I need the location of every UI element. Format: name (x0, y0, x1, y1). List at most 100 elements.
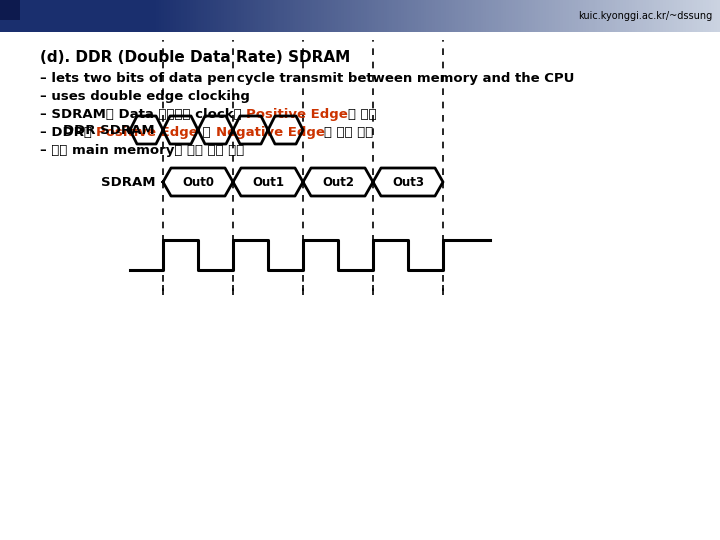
Bar (535, 0, 539, 32)
Bar (697, 0, 701, 32)
Bar (202, 0, 205, 32)
Bar (688, 0, 693, 32)
Bar (475, 0, 479, 32)
Bar (170, 0, 174, 32)
Bar (675, 0, 678, 32)
Bar (227, 0, 231, 32)
Bar (420, 0, 425, 32)
Bar (512, 0, 516, 32)
Bar (372, 0, 376, 32)
Bar (315, 0, 319, 32)
Bar (224, 0, 228, 32)
Bar (572, 0, 576, 32)
Bar (410, 0, 413, 32)
Bar (631, 0, 636, 32)
Bar (247, 0, 251, 32)
Bar (717, 0, 720, 32)
Text: 를 기준: 를 기준 (348, 108, 377, 121)
Text: SDRAM: SDRAM (101, 176, 155, 188)
Bar (544, 0, 547, 32)
Bar (161, 0, 166, 32)
Bar (333, 0, 336, 32)
Bar (646, 0, 649, 32)
Bar (261, 0, 265, 32)
Bar (423, 0, 428, 32)
Bar (193, 0, 197, 32)
Bar (153, 0, 157, 32)
Bar (483, 0, 487, 32)
Bar (190, 0, 194, 32)
Bar (652, 0, 655, 32)
Bar (563, 0, 567, 32)
Bar (278, 0, 282, 32)
Bar (324, 0, 328, 32)
Bar (344, 0, 348, 32)
Bar (629, 0, 633, 32)
Bar (233, 0, 236, 32)
Bar (678, 0, 681, 32)
Bar (289, 0, 294, 32)
Bar (330, 0, 333, 32)
Bar (589, 0, 593, 32)
Text: Out1: Out1 (252, 176, 284, 188)
Bar (489, 0, 493, 32)
Bar (509, 0, 513, 32)
Bar (703, 0, 707, 32)
Bar (215, 0, 220, 32)
Bar (287, 0, 291, 32)
Bar (486, 0, 490, 32)
Bar (212, 0, 217, 32)
Bar (575, 0, 578, 32)
Bar (435, 0, 439, 32)
Bar (199, 0, 202, 32)
Bar (557, 0, 562, 32)
Bar (552, 0, 556, 32)
Bar (481, 0, 485, 32)
Bar (620, 0, 624, 32)
Bar (156, 0, 160, 32)
Bar (387, 0, 390, 32)
Bar (150, 0, 154, 32)
Bar (270, 0, 274, 32)
Bar (529, 0, 533, 32)
Bar (412, 0, 416, 32)
Bar (281, 0, 285, 32)
Bar (378, 0, 382, 32)
Bar (432, 0, 436, 32)
Bar (549, 0, 553, 32)
Bar (649, 0, 652, 32)
Bar (660, 0, 664, 32)
Bar (381, 0, 384, 32)
Bar (532, 0, 536, 32)
Bar (449, 0, 453, 32)
Bar (361, 0, 365, 32)
Bar (586, 0, 590, 32)
Bar (284, 0, 288, 32)
Bar (518, 0, 521, 32)
Bar (407, 0, 410, 32)
Bar (196, 0, 199, 32)
Bar (700, 0, 704, 32)
Bar (612, 0, 616, 32)
Text: Positive Edge: Positive Edge (96, 126, 198, 139)
Bar (444, 0, 447, 32)
Text: Out0: Out0 (182, 176, 214, 188)
Bar (184, 0, 188, 32)
Bar (341, 0, 345, 32)
Bar (318, 0, 322, 32)
Bar (310, 0, 313, 32)
Bar (358, 0, 362, 32)
Bar (657, 0, 661, 32)
Bar (346, 0, 351, 32)
Bar (592, 0, 595, 32)
Bar (238, 0, 242, 32)
Bar (415, 0, 419, 32)
Bar (327, 0, 330, 32)
Bar (458, 0, 462, 32)
Bar (235, 0, 239, 32)
Bar (506, 0, 510, 32)
Bar (626, 0, 630, 32)
Bar (708, 0, 713, 32)
Bar (640, 0, 644, 32)
Bar (566, 0, 570, 32)
